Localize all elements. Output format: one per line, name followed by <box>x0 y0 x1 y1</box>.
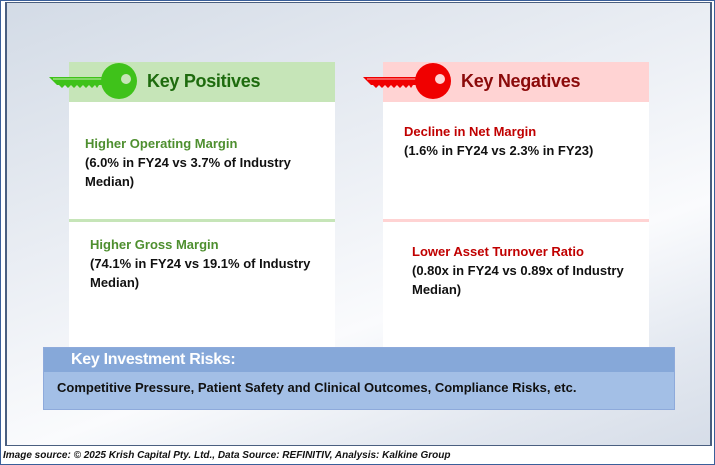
positive-item-detail: (74.1% in FY24 vs 19.1% of Industry <box>90 256 311 271</box>
key-negatives-title: Key Negatives <box>461 71 581 91</box>
negative-item: Lower Asset Turnover Ratio (0.80x in FY2… <box>412 242 624 299</box>
infographic-frame: Key Positives Higher Operating Margin (6… <box>5 2 712 446</box>
positive-item-detail: (6.0% in FY24 vs 3.7% of Industry <box>85 155 291 170</box>
positive-item-title: Higher Gross Margin <box>90 237 219 252</box>
negative-item: Decline in Net Margin (1.6% in FY24 vs 2… <box>404 122 593 160</box>
key-negatives-header: Key Negatives <box>363 62 649 102</box>
divider <box>69 219 335 222</box>
green-key-icon <box>49 63 137 99</box>
negative-item-title: Lower Asset Turnover Ratio <box>412 244 584 259</box>
positive-item-detail: Median) <box>85 174 135 189</box>
negative-item-title: Decline in Net Margin <box>404 124 537 139</box>
key-negatives-panel: Key Negatives Decline in Net Margin (1.6… <box>363 62 649 348</box>
image-source-caption: Image source: © 2025 Krish Capital Pty. … <box>3 450 451 461</box>
risks-title: Key Investment Risks: <box>44 348 674 372</box>
positive-item-detail: Median) <box>90 275 140 290</box>
divider <box>383 219 649 222</box>
negative-item-detail: Median) <box>412 282 462 297</box>
positive-item-title: Higher Operating Margin <box>85 136 238 151</box>
negative-item-detail: (1.6% in FY24 vs 2.3% in FY23) <box>404 143 594 158</box>
key-positives-header: Key Positives <box>49 62 335 102</box>
risks-text: Competitive Pressure, Patient Safety and… <box>57 380 577 395</box>
red-key-icon <box>363 63 451 99</box>
key-positives-title: Key Positives <box>147 71 261 91</box>
key-positives-panel: Key Positives Higher Operating Margin (6… <box>49 62 335 348</box>
positive-item: Higher Operating Margin (6.0% in FY24 vs… <box>85 134 291 191</box>
positive-item: Higher Gross Margin (74.1% in FY24 vs 19… <box>90 235 310 292</box>
key-investment-risks-box: Key Investment Risks: Competitive Pressu… <box>43 347 675 410</box>
negative-item-detail: (0.80x in FY24 vs 0.89x of Industry <box>412 263 624 278</box>
